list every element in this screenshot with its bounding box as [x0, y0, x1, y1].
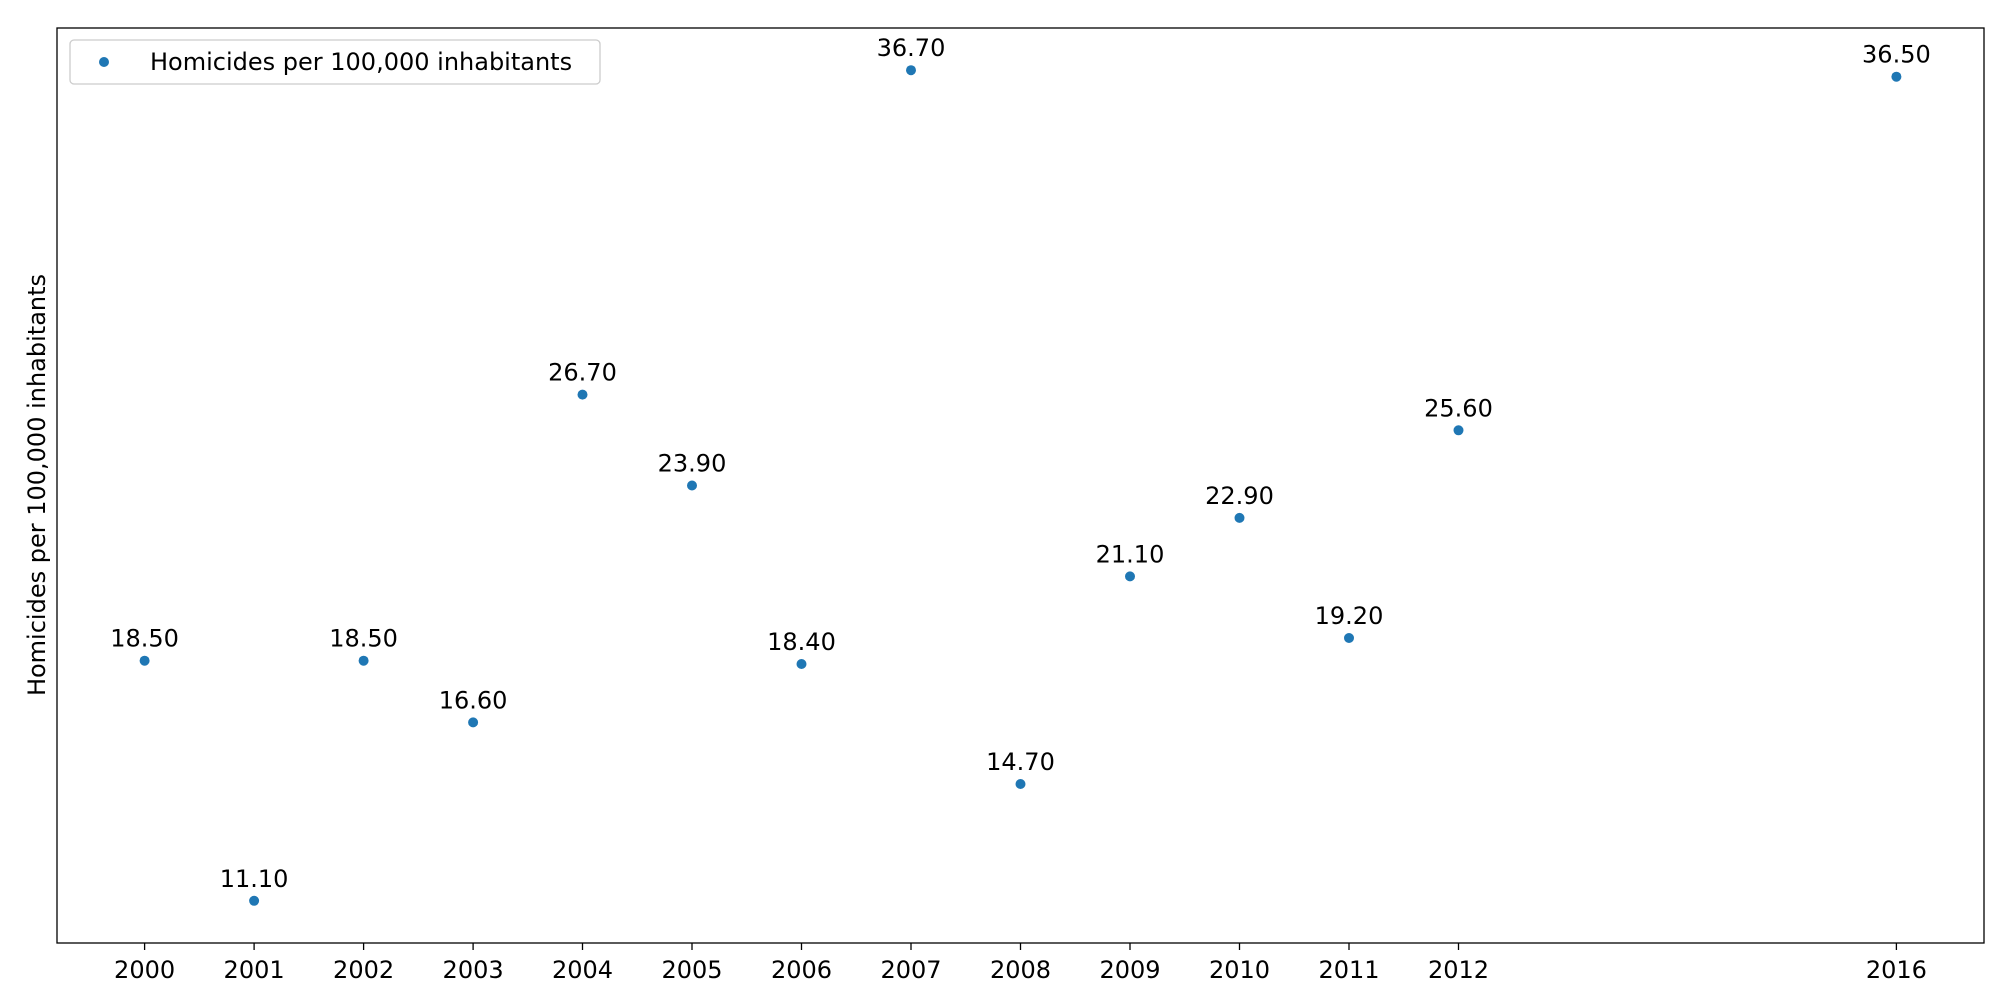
data-label: 25.60	[1424, 394, 1493, 422]
x-tick-label: 2001	[224, 956, 285, 984]
x-tick-label: 2006	[771, 956, 832, 984]
x-tick-label: 2008	[990, 956, 1051, 984]
x-tick-label: 2007	[880, 956, 941, 984]
data-point	[796, 659, 807, 669]
plot-frame	[56, 27, 1985, 944]
x-tick-label: 2000	[114, 956, 175, 984]
legend-box	[69, 39, 601, 85]
legend: Homicides per 100,000 inhabitants	[69, 39, 601, 85]
data-label: 18.40	[767, 628, 836, 656]
data-point	[1234, 512, 1245, 523]
data-label: 26.70	[548, 359, 617, 387]
data-label: 18.50	[110, 625, 179, 653]
data-point	[1125, 571, 1135, 582]
data-label: 16.60	[439, 686, 508, 714]
x-tick-label: 2002	[333, 956, 394, 984]
data-point	[906, 65, 916, 76]
x-tick-label: 2012	[1428, 956, 1489, 984]
data-point	[1015, 779, 1026, 789]
y-axis-title: Homicides per 100,000 inhabitants	[23, 274, 51, 696]
legend-marker	[99, 57, 109, 67]
data-labels-layer: 18.50 11.10 18.50 16.60 26.70 23.90 18.40 36.70…	[110, 34, 1931, 893]
data-point	[139, 655, 150, 666]
data-label: 14.70	[986, 748, 1055, 776]
data-point	[1344, 633, 1354, 643]
x-tick-label: 2003	[443, 956, 504, 984]
x-tick-label: 2016	[1866, 956, 1927, 984]
x-tick-label: 2011	[1318, 956, 1379, 984]
data-label: 36.70	[877, 34, 946, 62]
data-label: 21.10	[1096, 540, 1165, 568]
data-label: 19.20	[1315, 602, 1384, 630]
data-point	[1453, 425, 1464, 436]
data-point	[468, 717, 479, 728]
data-label: 22.90	[1205, 482, 1274, 510]
data-point	[577, 389, 588, 400]
data-label: 18.50	[329, 625, 398, 653]
data-label: 23.90	[658, 450, 727, 478]
x-tick-label: 2009	[1099, 956, 1160, 984]
data-label: 36.50	[1862, 41, 1931, 69]
x-axis-ticks: 2000 2001 2002 2003 2004 2005 2006 2007 2008 2009…	[114, 943, 1927, 984]
data-point	[687, 480, 697, 491]
data-point	[249, 895, 260, 906]
data-label: 11.10	[220, 865, 289, 893]
x-tick-label: 2005	[661, 956, 722, 984]
x-tick-label: 2004	[552, 956, 613, 984]
data-point	[358, 655, 369, 666]
points-layer	[139, 65, 1902, 906]
legend-label: Homicides per 100,000 inhabitants	[150, 48, 572, 76]
x-tick-label: 2010	[1209, 956, 1270, 984]
data-point	[1891, 71, 1902, 82]
